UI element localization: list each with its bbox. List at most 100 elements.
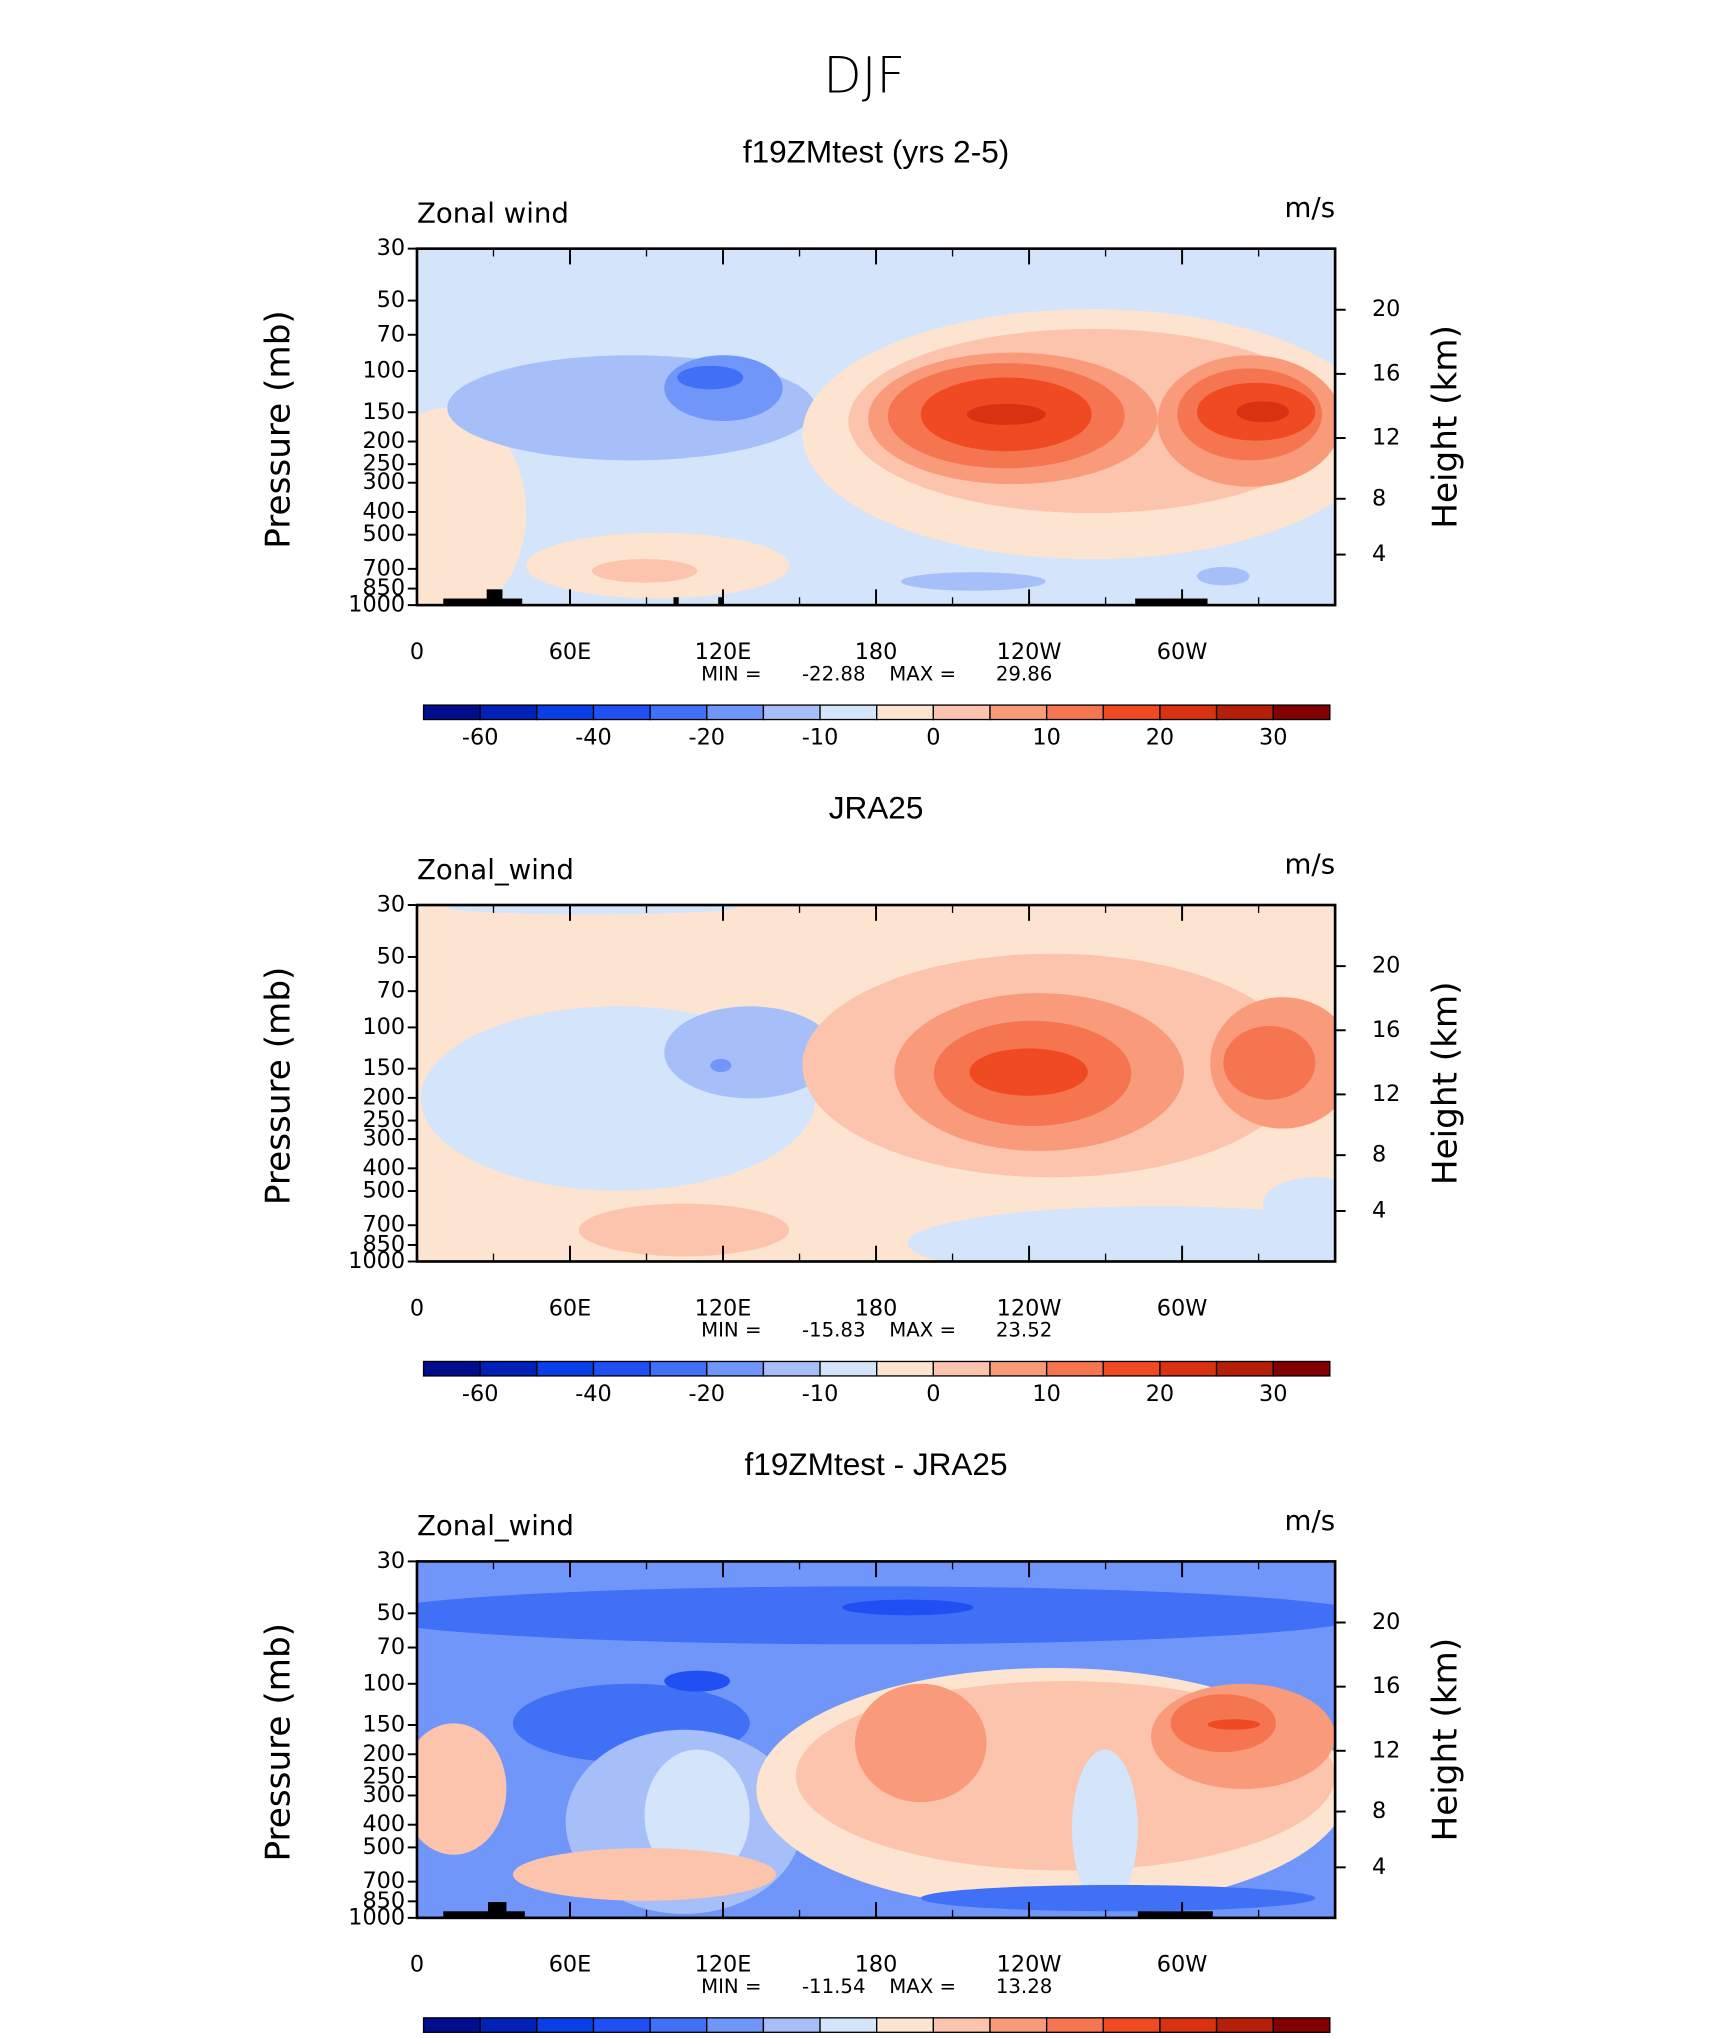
y-tick-label: 700 [362,1868,405,1894]
variable-label: Zonal_wind [417,1509,574,1542]
colorbar-box [1215,2017,1274,2033]
y-tick-label: 850 [362,575,405,601]
y-tick-label: 150 [362,1055,405,1081]
y-tick-label: 250 [362,1107,405,1133]
y-tick-label: 300 [362,1126,405,1152]
colorbar-box [1215,1360,1274,1377]
y-tick-label: 200 [362,1084,405,1110]
min-label: MIN = [701,1319,761,1342]
colorbar-box [1272,1360,1331,1377]
y-tick-label: 100 [362,358,405,384]
y-tick-label: 30 [377,235,405,261]
colorbar-box [1102,1360,1161,1377]
colorbar-box [536,704,595,721]
colorbar-label: 0 [926,724,940,750]
y2-tick-label: 20 [1372,296,1400,322]
min-value: -11.54 [802,1975,866,1998]
colorbar-box [422,2017,481,2033]
colorbar-box [536,1360,595,1377]
colorbar-label: 20 [1146,1381,1174,1407]
colorbar-box [649,1360,708,1377]
colorbar-box [819,704,878,721]
y2-axis-label: Height (km) [1425,981,1465,1185]
max-value: 29.86 [996,662,1052,685]
colorbar-label: -40 [575,724,612,750]
y-tick-label: 70 [377,978,405,1004]
colorbar-box [876,704,935,721]
min-value: -15.83 [802,1319,866,1342]
colorbar-box [932,2017,991,2033]
panel-title: f19ZMtest - JRA25 [745,1446,1008,1482]
colorbar-box [422,1360,481,1377]
y-tick-label: 200 [362,428,405,454]
colorbar-box [932,704,991,721]
y-tick-label: 70 [377,321,405,347]
y-tick-label: 500 [362,521,405,547]
colorbar-box [932,1360,991,1377]
y-tick-label: 1000 [348,1904,405,1930]
y2-tick-label: 8 [1372,1142,1386,1168]
max-label: MAX = [889,1319,956,1342]
units-label: m/s [1285,191,1336,224]
y2-tick-label: 16 [1372,360,1400,386]
colorbar-box [1045,2017,1104,2033]
colorbar-label: -20 [689,1381,726,1407]
y2-axis-label: Height (km) [1425,1638,1465,1842]
x-tick-label: 120W [997,1295,1062,1321]
y-tick-label: 300 [362,469,405,495]
colorbar-box [592,2017,651,2033]
colorbar-label: -60 [462,1381,499,1407]
y-tick-label: 400 [362,1155,405,1181]
max-value: 23.52 [996,1319,1052,1342]
colorbar-box [706,2017,765,2033]
y-tick-label: 100 [362,1014,405,1040]
y2-tick-label: 4 [1372,1854,1386,1880]
y-tick-label: 850 [362,1231,405,1257]
y-tick-label: 50 [377,1600,405,1626]
y-tick-label: 70 [377,1634,405,1660]
y-tick-label: 200 [362,1741,405,1767]
y-tick-label: 400 [362,498,405,524]
y-tick-label: 300 [362,1782,405,1808]
colorbar-box [479,2017,538,2033]
x-tick-label: 60W [1157,1952,1208,1978]
colorbar-box [1159,704,1218,721]
y-tick-label: 30 [377,1548,405,1574]
colorbar-label: -60 [462,724,499,750]
y2-axis-label: Height (km) [1425,325,1465,529]
colorbar-box [592,704,651,721]
y2-tick-label: 12 [1372,1737,1400,1763]
units-label: m/s [1285,1504,1336,1537]
colorbar-box [706,704,765,721]
colorbar-label: 10 [1032,724,1060,750]
max-label: MAX = [889,1975,956,1998]
x-tick-label: 120E [695,1952,752,1978]
x-tick-label: 0 [410,1295,424,1321]
y2-tick-label: 8 [1372,1798,1386,1824]
y-tick-label: 700 [362,555,405,581]
y-tick-label: 500 [362,1178,405,1204]
colorbar-label: 20 [1146,724,1174,750]
y-tick-label: 250 [362,451,405,477]
y-tick-label: 50 [377,943,405,969]
x-tick-label: 120W [997,1952,1062,1978]
y-tick-label: 1000 [348,592,405,618]
x-tick-label: 60E [549,1295,592,1321]
y2-tick-label: 20 [1372,1609,1400,1635]
colorbar-box [536,2017,595,2033]
y-tick-label: 400 [362,1811,405,1837]
colorbar-label: -10 [802,724,839,750]
colorbar-box [762,1360,821,1377]
colorbar-box [1215,704,1274,721]
x-tick-label: 120W [997,639,1062,665]
x-tick-label: 180 [855,639,898,665]
x-tick-label: 0 [410,639,424,665]
colorbar-box [649,2017,708,2033]
y2-tick-label: 4 [1372,1197,1386,1223]
y-tick-label: 30 [377,892,405,918]
colorbar-box [479,1360,538,1377]
units-label: m/s [1285,848,1336,881]
x-tick-label: 120E [695,639,752,665]
y-axis-label: Pressure (mb) [259,1623,299,1862]
